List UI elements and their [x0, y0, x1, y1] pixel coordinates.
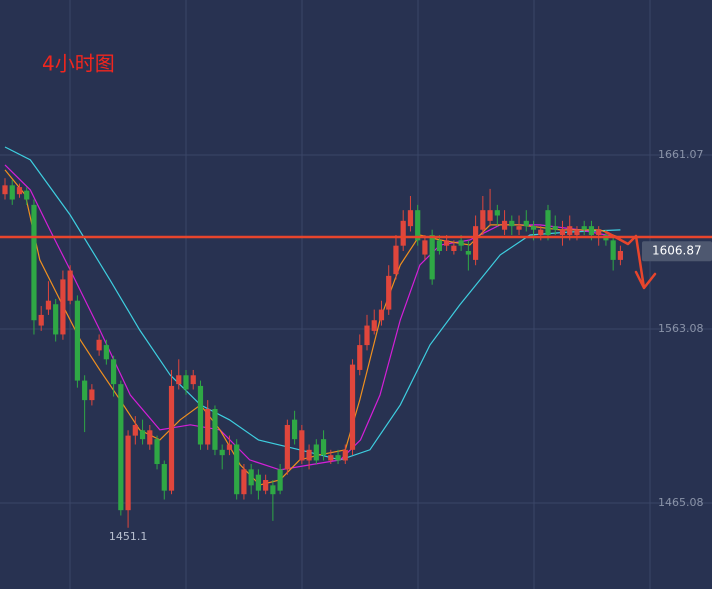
- candle-body: [487, 210, 493, 221]
- candle-body: [197, 385, 204, 445]
- vertical-grid: [69, 0, 651, 589]
- candle-body: [190, 375, 196, 385]
- candle-body: [530, 226, 537, 230]
- candle-body: [168, 385, 175, 491]
- candle-body: [313, 444, 319, 461]
- candle-body: [538, 229, 544, 236]
- candle-body: [24, 190, 30, 200]
- candle-body: [400, 220, 406, 246]
- candle-body: [501, 220, 508, 230]
- candle-body: [444, 240, 450, 246]
- candle-body: [255, 474, 261, 491]
- candle-body: [335, 455, 341, 461]
- overlay: 1451.1 1606.87: [0, 235, 712, 543]
- candle-body: [74, 300, 80, 381]
- candle-body: [248, 469, 254, 486]
- candle-body: [436, 240, 442, 252]
- candle-body: [509, 220, 515, 227]
- candle-body: [473, 226, 479, 260]
- candle-body: [111, 359, 117, 385]
- candle-body: [147, 430, 153, 445]
- candle-body: [386, 275, 392, 310]
- candle-body: [53, 304, 59, 335]
- y-tick-label: 1563.08: [658, 322, 704, 335]
- candle-body: [617, 251, 623, 260]
- candle-body: [125, 435, 131, 511]
- candle-body: [422, 240, 428, 255]
- candle-body: [465, 251, 471, 255]
- candle-body: [494, 210, 500, 216]
- candle-body: [161, 464, 167, 491]
- candle-body: [219, 449, 225, 456]
- candle-body: [429, 235, 435, 280]
- y-tick-label: 1465.08: [658, 496, 704, 509]
- candle-body: [277, 469, 283, 491]
- candle-body: [588, 226, 595, 236]
- candle-body: [263, 480, 269, 491]
- price-tag-label: 1606.87: [652, 244, 702, 258]
- candle-body: [96, 339, 102, 351]
- candle-body: [364, 325, 370, 346]
- y-tick-label: 1661.07: [658, 148, 704, 161]
- candle-body: [89, 389, 95, 401]
- candle-body: [342, 449, 348, 461]
- candle-body: [480, 210, 486, 230]
- candle-body: [559, 229, 566, 236]
- candle-body: [451, 245, 457, 252]
- candle-body: [393, 245, 399, 275]
- candle-body: [349, 364, 356, 450]
- candle-body: [205, 408, 211, 445]
- candle-body: [292, 419, 298, 440]
- candle-body: [371, 320, 377, 331]
- candle-body: [132, 424, 138, 436]
- candle-body: [118, 384, 124, 511]
- candle-body: [212, 408, 218, 450]
- candle-body: [378, 309, 385, 321]
- candle-body: [328, 455, 334, 461]
- candle-body: [67, 270, 73, 301]
- arrow: [604, 230, 657, 290]
- candle-body: [9, 185, 15, 200]
- candle-body: [458, 240, 464, 246]
- candle-body: [183, 375, 189, 390]
- candle-body: [234, 444, 240, 495]
- candle-body: [552, 226, 558, 230]
- candle-body: [226, 444, 233, 450]
- candle-body: [284, 424, 290, 470]
- candle-body: [581, 226, 587, 230]
- candle-body: [306, 449, 312, 461]
- candle-body: [154, 439, 160, 465]
- candle-body: [415, 210, 421, 241]
- candle-body: [320, 439, 327, 456]
- candle-body: [516, 226, 522, 230]
- candle-body: [523, 220, 529, 227]
- candle-body: [567, 226, 573, 236]
- candle-body: [103, 345, 109, 360]
- candle-body: [270, 485, 276, 495]
- candle-body: [60, 279, 66, 335]
- candle-body: [31, 204, 37, 321]
- candle-body: [241, 469, 247, 495]
- candle-body: [38, 314, 44, 326]
- candle-body: [407, 210, 414, 227]
- candles: [2, 178, 623, 528]
- candle-body: [16, 187, 23, 195]
- candle-body: [574, 229, 580, 236]
- candle-body: [357, 345, 363, 370]
- candle-body: [45, 300, 52, 310]
- candle-body: [545, 210, 551, 236]
- candle-body: [2, 185, 8, 195]
- candle-body: [596, 229, 602, 236]
- candle-body: [139, 430, 146, 440]
- candle-body: [176, 375, 182, 385]
- candle-body: [610, 240, 616, 260]
- price-tag: [642, 241, 712, 262]
- candle-body: [299, 430, 305, 461]
- candle-body: [82, 380, 88, 401]
- chart-title: 4小时图: [42, 52, 115, 76]
- low-label: 1451.1: [109, 530, 148, 543]
